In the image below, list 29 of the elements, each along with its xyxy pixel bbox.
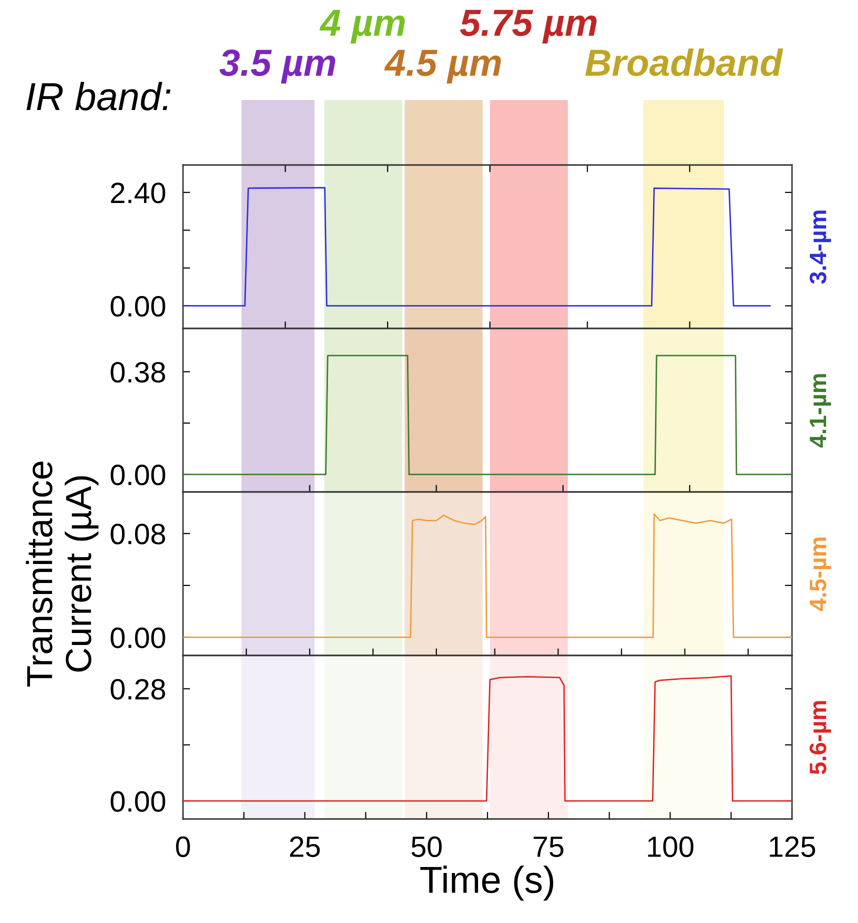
text: 3.4-µm [810, 210, 832, 284]
band-label: 4.5 µm [384, 50, 501, 84]
text: 5.6-µm [810, 701, 832, 774]
y-tick-label: 2.40 [111, 182, 166, 204]
line-series [183, 675, 792, 802]
y-tick-label: 0.00 [110, 791, 166, 812]
text: IR band: [26, 82, 170, 110]
y-tick-label: 0.38 [110, 362, 166, 383]
x-tick-label: 125 [770, 836, 816, 858]
x-tick-label: 50 [412, 836, 442, 858]
x-tick-label: 75 [534, 836, 564, 858]
x-tick-label: 0 [176, 836, 190, 858]
y-tick-label: 0.00 [110, 464, 166, 486]
band-label: 5.75 µm [460, 10, 597, 44]
line-series [183, 513, 792, 638]
band-label: 3.5 µm [220, 50, 336, 84]
y-axis-title: Transmittance Current (µA) [26, 462, 98, 687]
band-label: Broadband [585, 48, 784, 76]
y-tick-label: 0.28 [110, 678, 166, 700]
line-series [183, 186, 771, 307]
band-label: 4 µm [320, 10, 405, 44]
y-tick-label: 0.00 [110, 628, 166, 648]
y-tick-label: 0.00 [110, 296, 166, 317]
text: 4.1-µm [810, 374, 832, 448]
x-tick-label: 100 [648, 836, 694, 858]
x-axis-title: Time (s) [420, 866, 554, 901]
x-tick-label: 25 [290, 836, 320, 858]
text: 4.5-µm [810, 538, 832, 612]
y-tick-label: 0.08 [110, 524, 166, 544]
